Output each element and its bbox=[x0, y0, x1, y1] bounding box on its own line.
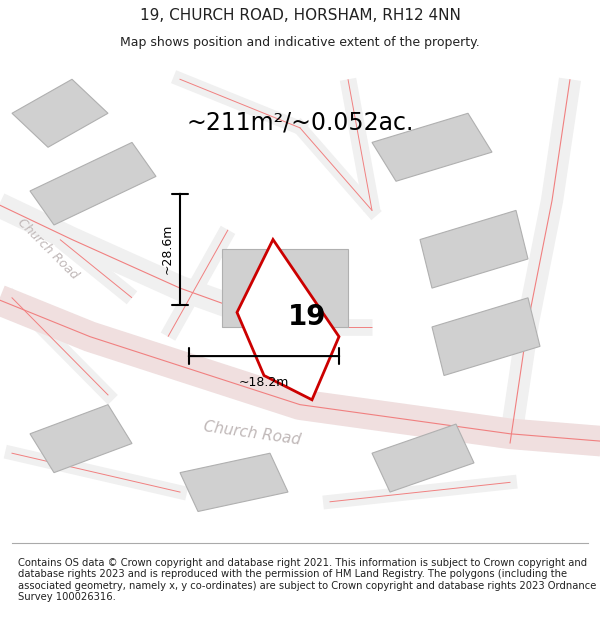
Polygon shape bbox=[180, 453, 288, 511]
Polygon shape bbox=[420, 211, 528, 288]
Text: Map shows position and indicative extent of the property.: Map shows position and indicative extent… bbox=[120, 36, 480, 49]
Text: ~28.6m: ~28.6m bbox=[161, 224, 174, 274]
Text: ~211m²/~0.052ac.: ~211m²/~0.052ac. bbox=[187, 111, 413, 135]
Polygon shape bbox=[30, 404, 132, 472]
Polygon shape bbox=[372, 113, 492, 181]
Polygon shape bbox=[432, 298, 540, 376]
Text: 19: 19 bbox=[288, 303, 326, 331]
Text: 19, CHURCH ROAD, HORSHAM, RH12 4NN: 19, CHURCH ROAD, HORSHAM, RH12 4NN bbox=[140, 8, 460, 23]
Polygon shape bbox=[12, 79, 108, 148]
Polygon shape bbox=[372, 424, 474, 492]
Polygon shape bbox=[237, 239, 339, 400]
Text: ~18.2m: ~18.2m bbox=[239, 376, 289, 389]
Text: Church Road: Church Road bbox=[15, 216, 81, 282]
Text: Church Road: Church Road bbox=[202, 419, 302, 448]
Polygon shape bbox=[30, 142, 156, 225]
Text: Contains OS data © Crown copyright and database right 2021. This information is : Contains OS data © Crown copyright and d… bbox=[18, 558, 596, 602]
Polygon shape bbox=[222, 249, 348, 327]
